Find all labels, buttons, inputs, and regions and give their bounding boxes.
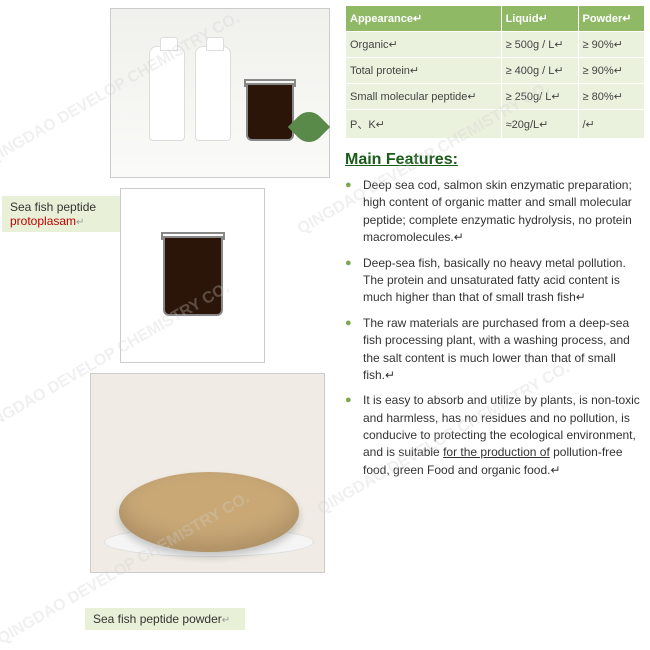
powder-icon	[119, 472, 299, 552]
table-cell: ≥ 80%↵	[578, 84, 645, 110]
caption-red: protoplasam	[10, 214, 76, 228]
table-header-cell: Powder↵	[578, 6, 645, 32]
table-row: P、K↵≈20g/L↵/↵	[346, 110, 645, 139]
product-image-beaker	[120, 188, 265, 363]
feature-item: It is easy to absorb and utilize by plan…	[345, 392, 645, 479]
table-cell: Total protein↵	[346, 58, 502, 84]
table-header-cell: Liquid↵	[501, 6, 578, 32]
beaker-icon	[163, 236, 223, 316]
caption-text: Sea fish peptide powder	[93, 612, 222, 626]
table-cell: /↵	[578, 110, 645, 139]
product-image-powder	[90, 373, 325, 573]
spec-table: Appearance↵Liquid↵Powder↵ Organic↵≥ 500g…	[345, 5, 645, 139]
table-row: Small molecular peptide↵≥ 250g/ L↵≥ 80%↵	[346, 84, 645, 110]
feature-item: Deep sea cod, salmon skin enzymatic prep…	[345, 177, 645, 247]
table-header-cell: Appearance↵	[346, 6, 502, 32]
feature-item: Deep-sea fish, basically no heavy metal …	[345, 255, 645, 307]
beaker-icon	[246, 83, 294, 141]
table-row: Total protein↵≥ 400g / L↵≥ 90%↵	[346, 58, 645, 84]
table-cell: Small molecular peptide↵	[346, 84, 502, 110]
bottle-icon	[149, 46, 185, 141]
caption-text: Sea fish peptide	[10, 200, 96, 214]
table-body: Organic↵≥ 500g / L↵≥ 90%↵Total protein↵≥…	[346, 32, 645, 139]
table-cell: ≥ 250g/ L↵	[501, 84, 578, 110]
table-cell: ≥ 500g / L↵	[501, 32, 578, 58]
table-header-row: Appearance↵Liquid↵Powder↵	[346, 6, 645, 32]
table-cell: P、K↵	[346, 110, 502, 139]
leaf-icon	[288, 106, 330, 148]
table-cell: ≥ 90%↵	[578, 32, 645, 58]
table-cell: ≈20g/L↵	[501, 110, 578, 139]
table-cell: Organic↵	[346, 32, 502, 58]
bottle-icon	[195, 46, 231, 141]
table-cell: ≥ 400g / L↵	[501, 58, 578, 84]
table-row: Organic↵≥ 500g / L↵≥ 90%↵	[346, 32, 645, 58]
features-list: Deep sea cod, salmon skin enzymatic prep…	[345, 177, 645, 479]
caption-powder: Sea fish peptide powder↵	[85, 608, 245, 630]
table-cell: ≥ 90%↵	[578, 58, 645, 84]
product-image-bottles	[110, 8, 330, 178]
feature-item: The raw materials are purchased from a d…	[345, 315, 645, 385]
features-heading: Main Features:	[345, 151, 645, 169]
